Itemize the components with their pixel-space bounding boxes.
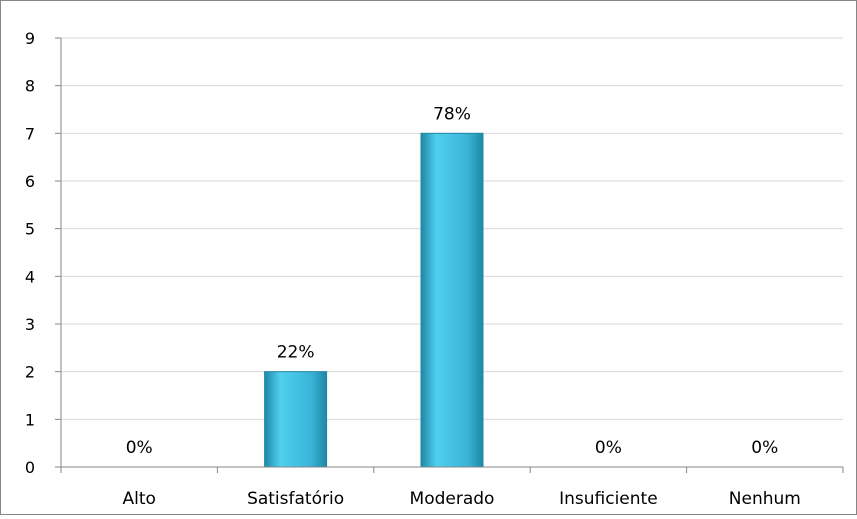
y-tick-label: 1 <box>25 410 35 429</box>
y-axis-tick-labels: 0 1 2 3 4 5 6 7 8 9 <box>25 29 35 477</box>
data-labels: 0% 22% 78% 0% 0% <box>126 104 779 458</box>
x-category-label: Satisfatório <box>247 489 344 509</box>
data-label: 0% <box>751 438 778 458</box>
data-label: 0% <box>126 438 153 458</box>
y-tick-label: 2 <box>25 363 35 382</box>
y-tick-label: 9 <box>25 29 35 48</box>
bar-moderado <box>420 132 484 468</box>
x-category-label: Moderado <box>410 489 495 509</box>
data-label: 0% <box>595 438 622 458</box>
data-label: 22% <box>277 343 315 363</box>
y-tick-label: 6 <box>25 172 35 191</box>
x-category-label: Insuficiente <box>559 489 658 509</box>
x-category-label: Nenhum <box>729 489 801 509</box>
x-category-label: Alto <box>122 489 155 509</box>
y-tick-label: 0 <box>25 458 35 477</box>
data-label: 78% <box>433 104 471 124</box>
y-tick-label: 8 <box>25 77 35 96</box>
y-tick-label: 3 <box>25 315 35 334</box>
axes <box>55 37 844 473</box>
bars <box>264 132 484 468</box>
y-tick-label: 4 <box>25 267 35 286</box>
y-tick-label: 7 <box>25 124 35 143</box>
bar-satisfatorio <box>264 371 328 468</box>
y-tick-label: 5 <box>25 220 35 239</box>
x-axis-category-labels: Alto Satisfatório Moderado Insuficiente Nenh… <box>122 489 800 509</box>
